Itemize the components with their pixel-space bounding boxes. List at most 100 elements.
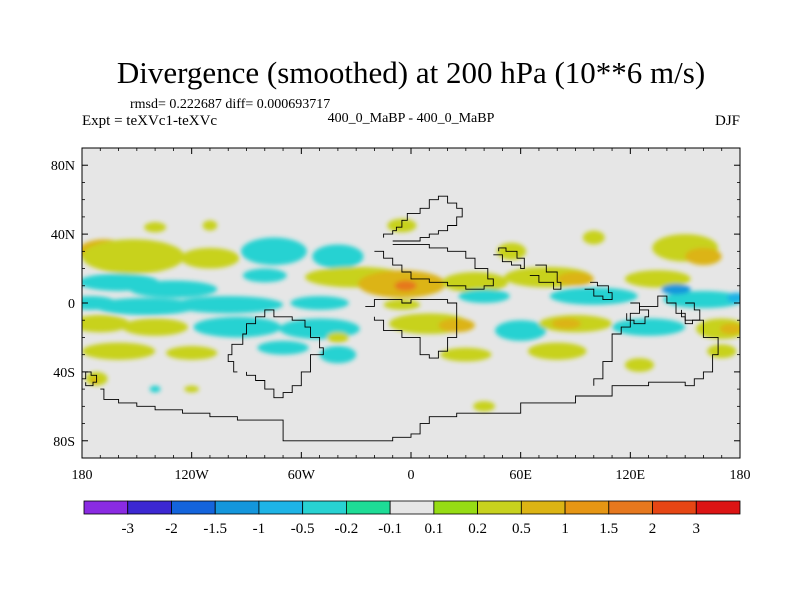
coastline (626, 302, 650, 325)
field-blob (696, 318, 740, 340)
colorbar-label: -1.5 (203, 521, 227, 537)
field-blob (180, 247, 240, 269)
colorbar-swatch (302, 500, 347, 515)
colorbar-label: -1 (253, 521, 266, 537)
field-blob (173, 296, 284, 314)
coastline (529, 264, 562, 290)
field-blob (527, 342, 587, 360)
field-blob (122, 318, 189, 336)
experiment-label: Expt = teXVc1-teXVc (82, 113, 217, 129)
field-blob (82, 315, 130, 333)
x-tick-label: 60E (509, 468, 532, 483)
colorbar-swatch (608, 500, 653, 515)
x-tick-label: 0 (408, 468, 415, 483)
coastline (681, 302, 701, 325)
colorbar-label: -0.2 (335, 521, 359, 537)
colorbar-swatch (389, 500, 435, 515)
colorbar-label: 1.5 (599, 521, 618, 537)
field-blob (495, 320, 547, 341)
case-label: 400_0_MaBP - 400_0_MaBP (328, 111, 495, 126)
field-blob (319, 346, 357, 364)
field-blob (551, 318, 581, 329)
coastline (383, 195, 463, 242)
y-tick-label: 80S (53, 435, 75, 450)
field-blob (624, 270, 691, 288)
colorbar-label: 0.5 (512, 521, 531, 537)
field-blob (82, 342, 156, 360)
colorbar-swatch (345, 500, 391, 515)
colorbar-swatch (258, 500, 304, 515)
field-blob (202, 220, 218, 231)
x-tick-label: 120W (175, 468, 210, 483)
field-blob (129, 280, 218, 298)
field-blob (582, 230, 605, 245)
field-blob (473, 401, 496, 412)
y-axis: 80N 40N 0 40S 80S (51, 159, 740, 450)
coastline (584, 281, 613, 301)
coastline (374, 243, 494, 290)
coastline (227, 309, 324, 399)
field-blob (82, 239, 185, 274)
field-blob (557, 272, 594, 286)
coastline-layer (82, 195, 719, 442)
colorbar-label: 0.1 (424, 521, 443, 537)
field-blob (442, 272, 508, 293)
field-blob (719, 323, 740, 334)
field-blob (624, 358, 655, 372)
field-blob (312, 244, 364, 269)
colorbar: -3 -2 -1.5 -1 -0.5 -0.2 -0.1 0.1 0.2 0.5 1 1.5 2 3 (83, 500, 741, 537)
colorbar-label: 1 (561, 521, 569, 537)
field-blob (727, 292, 740, 303)
field-blob (94, 297, 198, 316)
y-tick-label: 0 (68, 297, 75, 312)
coastline (493, 247, 525, 270)
colorbar-swatch (652, 500, 697, 515)
field-blob (440, 347, 492, 362)
colorbar-label: -2 (165, 521, 178, 537)
field-blob (326, 332, 349, 343)
field-blob (184, 385, 199, 393)
field-blob (290, 296, 349, 310)
coastline (82, 371, 98, 387)
field-blob (685, 247, 722, 266)
colorbar-swatch (214, 500, 260, 515)
colorbar-label: -0.1 (378, 521, 402, 537)
field-blob (149, 385, 161, 393)
colorbar-swatch (83, 500, 129, 515)
field-blob (193, 316, 282, 338)
colorbar-swatch (477, 500, 522, 515)
x-tick-label: 180 (730, 468, 751, 483)
colorbar-label: -0.5 (291, 521, 315, 537)
y-tick-label: 80N (51, 159, 75, 174)
colorbar-swatch (564, 500, 610, 515)
x-tick-label: 180 (72, 468, 93, 483)
field-blob (91, 377, 99, 384)
colorbar-swatch (520, 500, 566, 515)
coastline (365, 299, 458, 359)
colorbar-swatch (433, 500, 479, 515)
field-layer (82, 218, 740, 412)
colorbar-label: -3 (121, 521, 134, 537)
y-tick-label: 40N (51, 228, 75, 243)
field-blob (707, 344, 737, 359)
field-blob (144, 222, 167, 233)
field-blob (166, 346, 218, 360)
colorbar-swatch (171, 500, 216, 515)
colorbar-label: 3 (693, 521, 701, 537)
field-blob (257, 340, 309, 355)
colorbar-label: 2 (649, 521, 657, 537)
field-blob (661, 284, 691, 295)
colorbar-swatch (695, 500, 741, 515)
field-blob (394, 280, 417, 291)
x-tick-label: 60W (288, 468, 316, 483)
field-blob (458, 289, 510, 303)
season-label: DJF (715, 113, 740, 129)
field-blob (663, 290, 740, 309)
field-blob (242, 268, 287, 283)
field-blob (241, 237, 307, 266)
x-axis: 180 120W 60W 0 60E 120E 180 (72, 148, 751, 483)
colorbar-label: 0.2 (468, 521, 487, 537)
y-tick-label: 40S (53, 366, 75, 381)
chart-title: Divergence (smoothed) at 200 hPa (10**6 … (117, 55, 705, 90)
